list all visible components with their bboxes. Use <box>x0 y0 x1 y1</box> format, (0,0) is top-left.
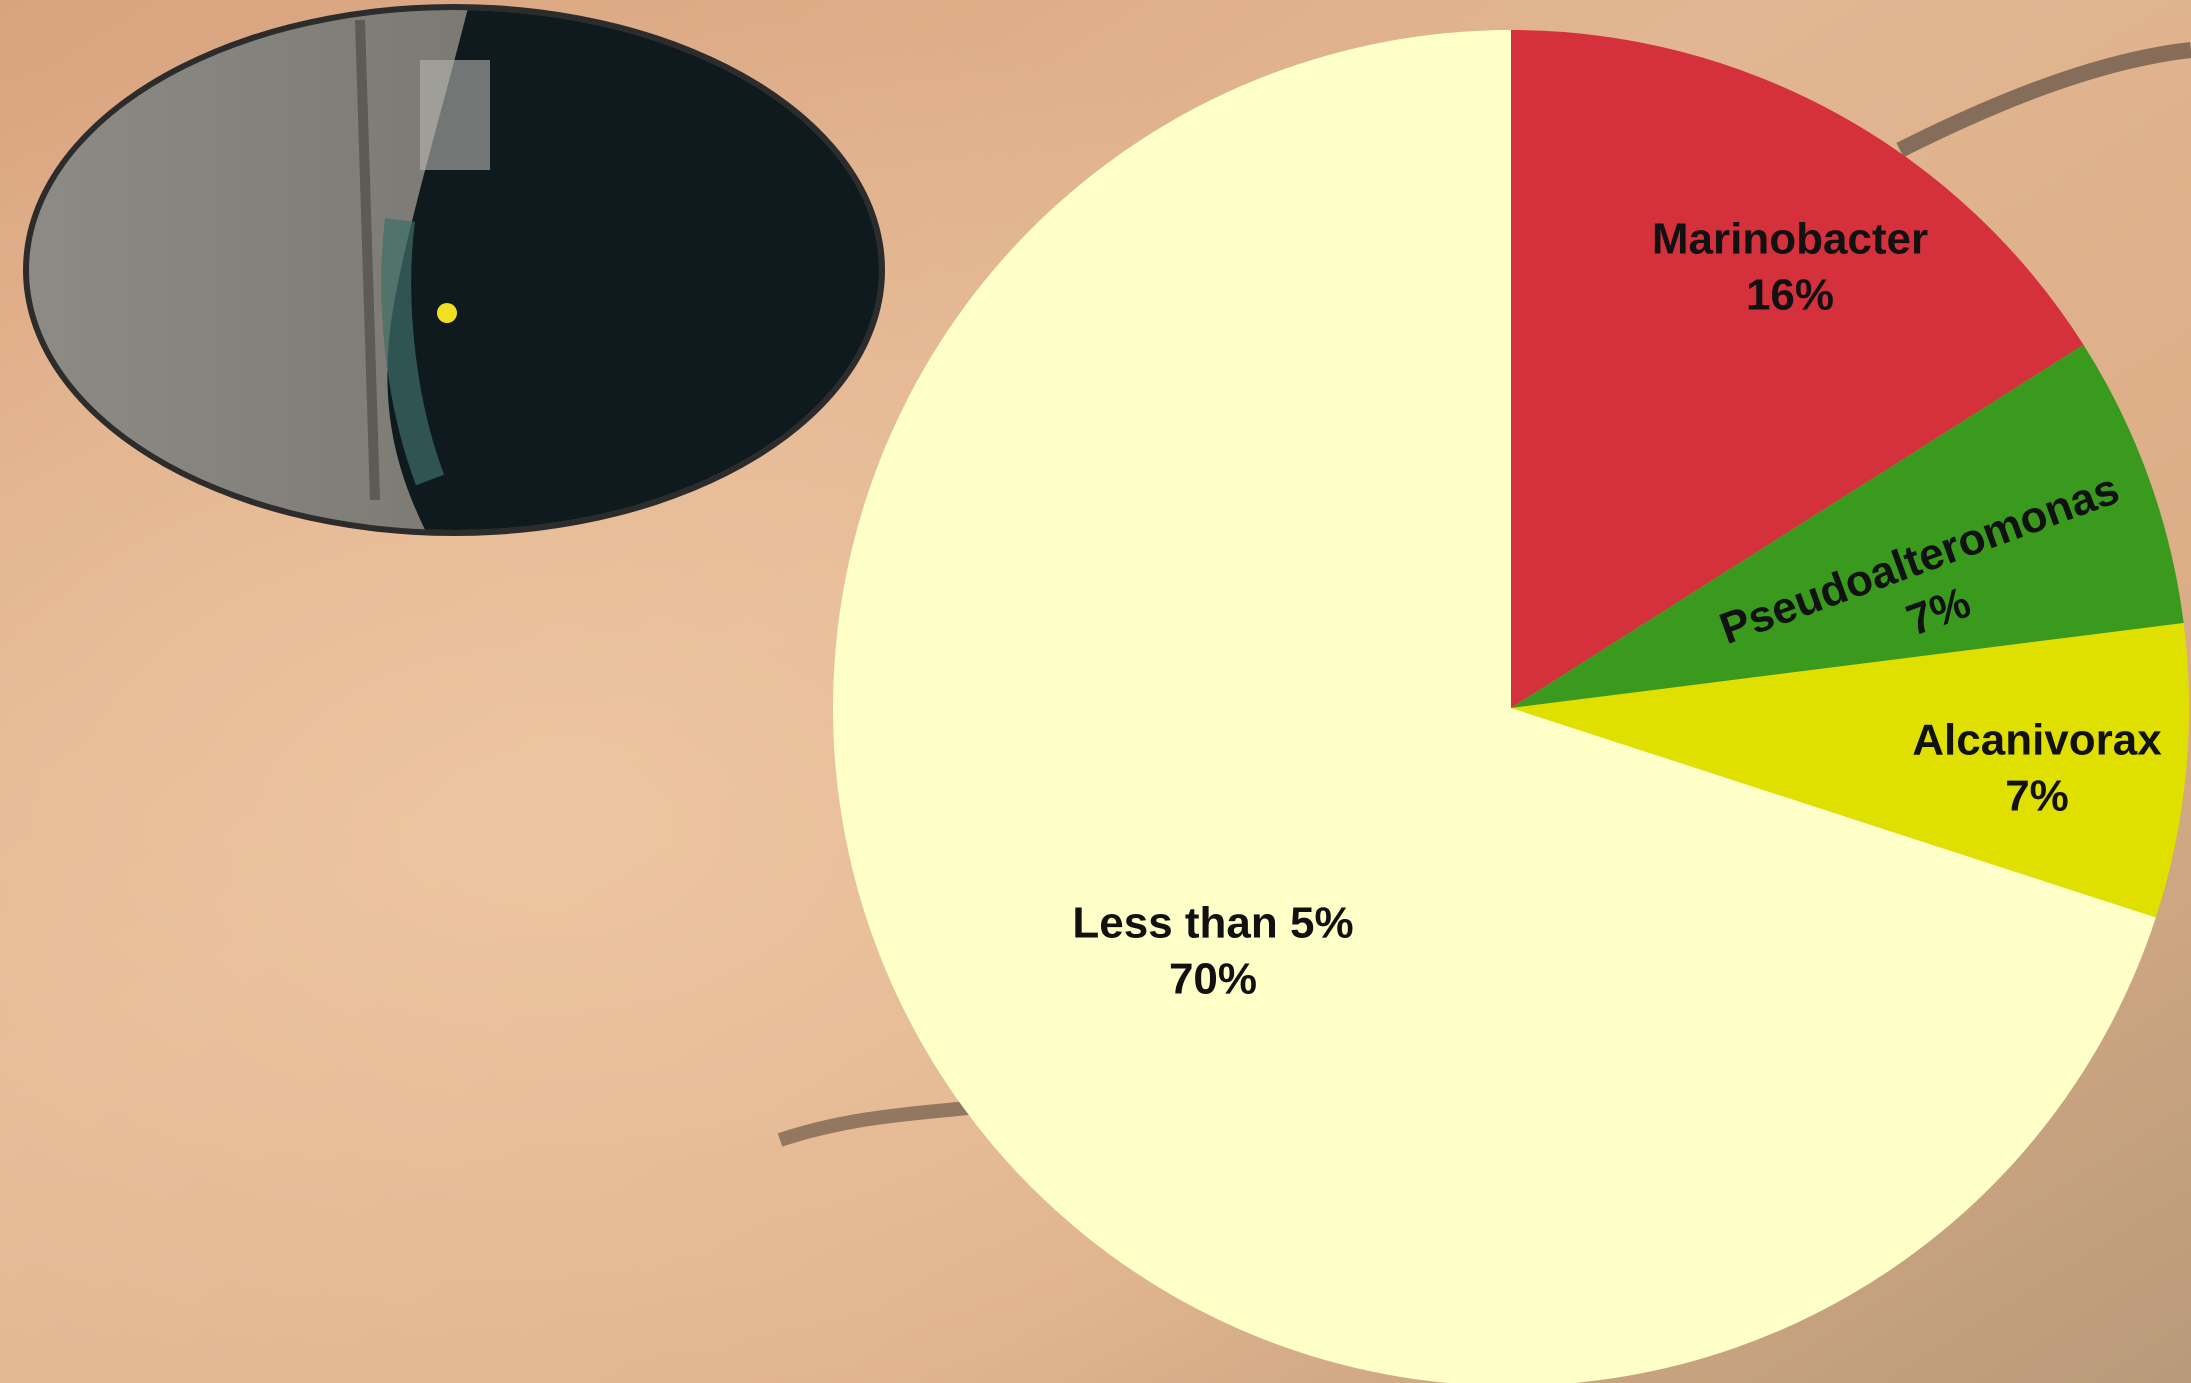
inset-pin <box>437 303 457 323</box>
slice-label: Alcanivorax <box>1912 716 2162 765</box>
inset-shore <box>381 218 445 486</box>
pie-slice <box>833 30 2156 1383</box>
pie-slice <box>1511 30 2084 708</box>
ridge <box>1896 42 2191 158</box>
slice-value-label: 70% <box>1169 955 1257 1004</box>
slice-label: Less than 5% <box>1072 899 1353 948</box>
slice-label: Marinobacter <box>1652 215 1928 264</box>
inset-port <box>420 60 490 170</box>
slice-value-label: 7% <box>2005 772 2069 821</box>
pie-slice <box>1511 344 2184 708</box>
inset-sea <box>387 10 879 530</box>
pie: Marinobacter16%Pseudoalteromonas7%Alcani… <box>833 30 2189 1383</box>
pie-slice <box>1511 623 2189 918</box>
slice-value-label: 16% <box>1746 271 1834 320</box>
inset-map <box>23 4 885 536</box>
inset-road <box>355 19 380 501</box>
